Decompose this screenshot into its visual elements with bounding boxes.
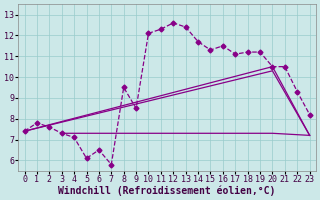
X-axis label: Windchill (Refroidissement éolien,°C): Windchill (Refroidissement éolien,°C) bbox=[58, 185, 276, 196]
